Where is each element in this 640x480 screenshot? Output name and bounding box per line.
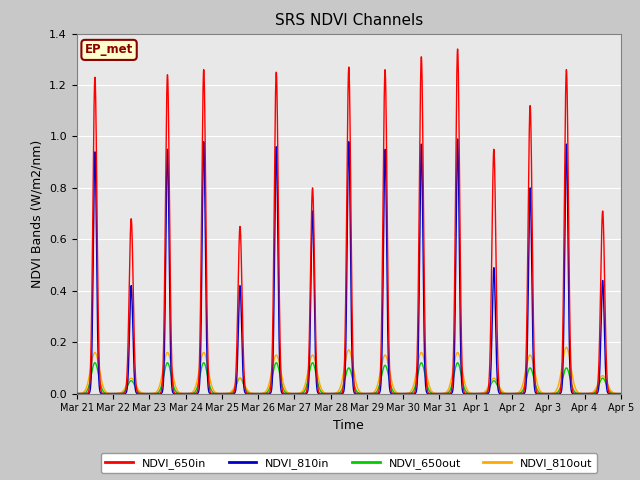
Text: EP_met: EP_met: [85, 43, 133, 56]
Title: SRS NDVI Channels: SRS NDVI Channels: [275, 13, 423, 28]
X-axis label: Time: Time: [333, 419, 364, 432]
Legend: NDVI_650in, NDVI_810in, NDVI_650out, NDVI_810out: NDVI_650in, NDVI_810in, NDVI_650out, NDV…: [101, 453, 596, 473]
Y-axis label: NDVI Bands (W/m2/nm): NDVI Bands (W/m2/nm): [31, 140, 44, 288]
